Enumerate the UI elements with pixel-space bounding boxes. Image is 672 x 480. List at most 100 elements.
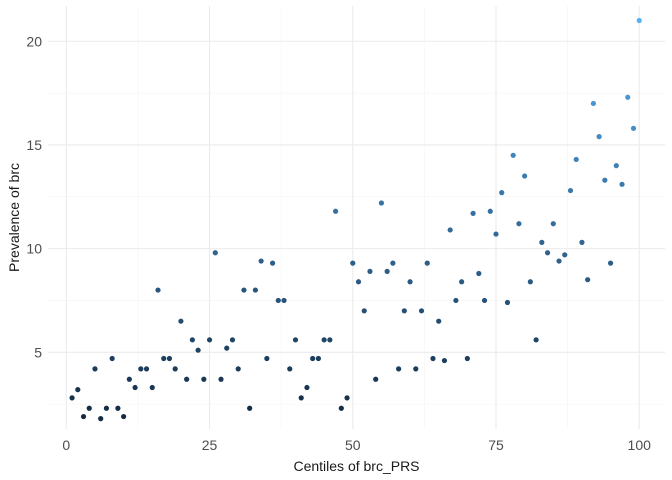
data-point: [562, 252, 568, 258]
plot-panel: [48, 6, 665, 429]
data-point: [161, 355, 167, 362]
data-point: [75, 387, 81, 393]
data-point: [424, 260, 430, 266]
data-point: [212, 250, 218, 256]
data-point: [178, 318, 184, 324]
data-point: [149, 384, 155, 391]
y-axis-title: Prevalence of brc: [6, 163, 22, 272]
gridlines: [48, 6, 665, 429]
data-point: [516, 221, 522, 227]
data-point: [304, 384, 310, 391]
data-point: [338, 405, 344, 411]
data-point: [247, 405, 253, 411]
data-point: [80, 413, 87, 420]
data-point: [602, 177, 608, 183]
data-point: [630, 125, 637, 131]
data-point: [166, 355, 173, 362]
data-point: [613, 163, 619, 169]
x-axis-title: Centiles of brc_PRS: [293, 458, 419, 474]
data-point: [413, 366, 419, 372]
data-point: [527, 279, 533, 285]
data-point: [596, 134, 602, 140]
data-point: [143, 366, 150, 372]
data-point: [590, 100, 596, 107]
data-point: [476, 270, 482, 277]
data-point: [86, 405, 92, 411]
data-point: [92, 366, 98, 372]
data-point: [206, 337, 213, 343]
data-point: [585, 277, 591, 283]
data-point: [184, 376, 190, 382]
x-tick-label: 0: [62, 437, 70, 453]
data-point: [298, 395, 304, 401]
data-point: [453, 297, 459, 304]
data-point: [310, 355, 316, 362]
data-point: [533, 337, 539, 343]
data-point: [607, 260, 614, 266]
data-point: [126, 376, 132, 382]
data-point: [464, 355, 470, 362]
data-point: [579, 239, 585, 245]
y-tick-label: 20: [26, 33, 42, 49]
x-tick-label: 100: [628, 437, 652, 453]
data-point: [109, 355, 115, 362]
y-tick-label: 5: [34, 344, 42, 360]
data-point: [436, 318, 442, 324]
data-point: [499, 190, 505, 196]
data-point: [430, 355, 436, 362]
y-tick-label: 10: [26, 241, 42, 257]
x-axis-ticks: 0 25 50 75 100: [62, 437, 651, 453]
data-point: [350, 260, 356, 266]
data-point: [619, 181, 625, 187]
data-point: [275, 297, 281, 304]
data-point: [367, 268, 373, 275]
data-point: [121, 413, 127, 420]
data-point: [252, 287, 258, 293]
data-point: [539, 239, 545, 245]
data-point: [510, 152, 516, 158]
data-point: [115, 405, 121, 411]
data-point: [189, 337, 195, 343]
data-points: [69, 17, 642, 422]
data-point: [287, 366, 293, 372]
data-point: [470, 210, 476, 216]
data-point: [355, 279, 362, 285]
data-point: [625, 94, 631, 100]
data-point: [172, 366, 178, 372]
data-point: [384, 268, 390, 275]
data-point: [103, 405, 110, 411]
data-point: [378, 200, 385, 206]
data-point: [258, 258, 264, 264]
data-point: [459, 279, 465, 285]
data-point: [138, 366, 144, 372]
data-point: [332, 208, 339, 214]
data-point: [567, 187, 574, 194]
data-point: [195, 347, 201, 353]
data-point: [344, 395, 350, 401]
data-point: [264, 355, 270, 362]
data-point: [281, 297, 287, 304]
data-point: [229, 337, 236, 343]
data-point: [573, 156, 579, 163]
data-point: [401, 308, 407, 314]
data-point: [396, 366, 402, 372]
y-axis-ticks: 5 10 15 20: [26, 33, 42, 360]
data-point: [407, 279, 413, 285]
data-point: [441, 357, 448, 364]
data-point: [218, 376, 224, 382]
data-point: [373, 376, 379, 382]
data-point: [269, 260, 276, 266]
data-point: [361, 308, 367, 314]
data-point: [418, 308, 425, 314]
data-point: [504, 299, 511, 306]
data-point: [292, 337, 299, 343]
data-point: [98, 416, 104, 422]
x-tick-label: 50: [345, 437, 361, 453]
data-point: [636, 17, 642, 24]
data-point: [544, 250, 551, 256]
data-point: [556, 258, 562, 264]
data-point: [241, 287, 247, 293]
data-point: [447, 227, 453, 233]
data-point: [550, 221, 556, 227]
